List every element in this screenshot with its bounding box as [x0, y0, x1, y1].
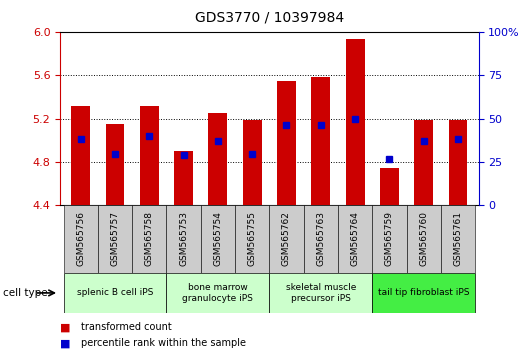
Text: GSM565756: GSM565756 — [76, 211, 85, 266]
Bar — [338, 205, 372, 273]
Bar — [269, 205, 304, 273]
Text: GSM565759: GSM565759 — [385, 211, 394, 266]
Text: ■: ■ — [60, 338, 71, 348]
Bar — [140, 105, 159, 205]
Bar — [243, 120, 262, 205]
Bar — [98, 205, 132, 273]
Text: GSM565758: GSM565758 — [145, 211, 154, 266]
Bar — [106, 124, 124, 205]
Bar — [277, 81, 296, 205]
Bar — [311, 78, 330, 205]
Bar — [235, 205, 269, 273]
Bar — [64, 273, 166, 313]
Text: cell type: cell type — [3, 288, 47, 298]
Text: GSM565762: GSM565762 — [282, 211, 291, 266]
Text: ■: ■ — [60, 322, 71, 332]
Text: GSM565753: GSM565753 — [179, 211, 188, 266]
Text: skeletal muscle
precursor iPS: skeletal muscle precursor iPS — [286, 283, 356, 303]
Bar — [166, 273, 269, 313]
Bar — [64, 205, 98, 273]
Bar — [372, 273, 475, 313]
Bar — [166, 205, 201, 273]
Bar — [441, 205, 475, 273]
Text: tail tip fibroblast iPS: tail tip fibroblast iPS — [378, 289, 470, 297]
Bar — [132, 205, 166, 273]
Text: GSM565755: GSM565755 — [248, 211, 257, 266]
Bar — [449, 120, 468, 205]
Bar — [406, 205, 441, 273]
Text: splenic B cell iPS: splenic B cell iPS — [77, 289, 153, 297]
Bar — [71, 105, 90, 205]
Text: transformed count: transformed count — [81, 322, 172, 332]
Text: GSM565757: GSM565757 — [110, 211, 120, 266]
Bar — [201, 205, 235, 273]
Text: GSM565761: GSM565761 — [453, 211, 462, 266]
Bar — [414, 120, 433, 205]
Bar — [304, 205, 338, 273]
Text: GSM565764: GSM565764 — [350, 211, 360, 266]
Text: percentile rank within the sample: percentile rank within the sample — [81, 338, 246, 348]
Text: GSM565760: GSM565760 — [419, 211, 428, 266]
Text: GDS3770 / 10397984: GDS3770 / 10397984 — [195, 11, 344, 25]
Bar — [346, 39, 365, 205]
Text: GSM565754: GSM565754 — [213, 211, 222, 266]
Text: GSM565763: GSM565763 — [316, 211, 325, 266]
Bar — [269, 273, 372, 313]
Bar — [372, 205, 406, 273]
Bar — [209, 113, 228, 205]
Bar — [380, 169, 399, 205]
Text: bone marrow
granulocyte iPS: bone marrow granulocyte iPS — [183, 283, 253, 303]
Bar — [174, 151, 193, 205]
